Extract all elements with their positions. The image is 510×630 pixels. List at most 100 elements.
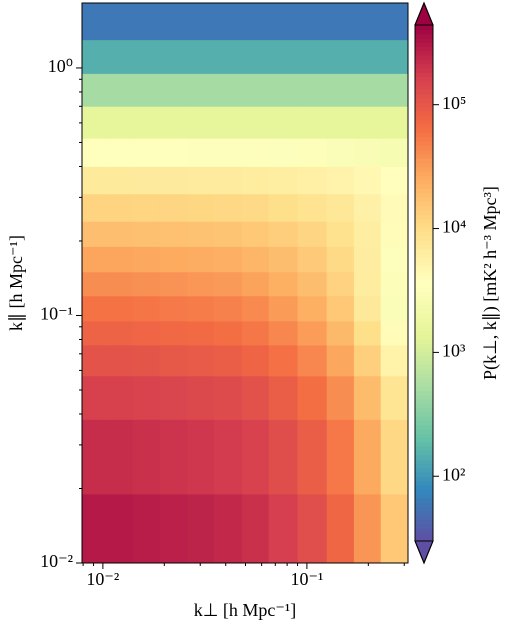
colorbar-segment <box>415 227 433 232</box>
colorbar-segment <box>415 209 433 215</box>
y-tick-label: 10⁻¹ <box>40 304 73 324</box>
heatmap-cell <box>353 193 382 222</box>
colorbar-segment <box>415 115 433 121</box>
colorbar-segment <box>415 46 433 52</box>
y-tick-label: 10⁻² <box>40 551 73 571</box>
colorbar-segment <box>415 506 433 512</box>
heatmap-cell <box>241 166 270 195</box>
heatmap-cell <box>132 246 161 273</box>
colorbar-segment <box>415 257 433 262</box>
heatmap-cell <box>187 3 215 41</box>
heatmap-cell <box>107 39 134 74</box>
heatmap-cell <box>353 221 382 247</box>
colorbar-segment <box>415 463 433 469</box>
heatmap-cell <box>268 295 298 322</box>
x-tick-label: 10⁻² <box>86 569 119 589</box>
heatmap-cell <box>107 221 134 247</box>
heatmap-cell <box>297 320 328 346</box>
colorbar-segment <box>415 33 433 39</box>
heatmap-cell <box>353 494 382 564</box>
heatmap-cell <box>326 494 355 564</box>
colorbar-segment <box>415 136 433 142</box>
heatmap-cell <box>268 419 298 495</box>
heatmap-cell <box>82 138 108 167</box>
heatmap-cell <box>213 39 243 74</box>
colorbar-segment <box>415 240 433 245</box>
colorbar-tick-label: 10³ <box>442 341 466 361</box>
heatmap-cell <box>241 73 270 107</box>
heatmap-cell <box>213 344 243 377</box>
heatmap-cell <box>82 246 108 273</box>
heatmap-cell <box>380 419 409 495</box>
heatmap-cell <box>268 106 298 139</box>
colorbar-segment <box>415 175 433 181</box>
heatmap-cell <box>380 246 409 273</box>
colorbar-segment <box>415 50 433 56</box>
heatmap-cell <box>82 3 108 41</box>
colorbar-segment <box>415 343 433 348</box>
heatmap-cell <box>132 271 161 297</box>
heatmap-cell <box>241 138 270 167</box>
heatmap-cell <box>297 375 328 420</box>
colorbar-segment <box>415 98 433 103</box>
colorbar-segment <box>415 201 433 207</box>
heatmap-cell <box>187 344 215 377</box>
colorbar-segment <box>415 25 433 30</box>
colorbar-segment <box>415 360 433 366</box>
heatmap-cell <box>353 106 382 139</box>
heatmap-cell <box>268 73 298 107</box>
colorbar-segment <box>415 308 433 314</box>
heatmap-cell <box>326 271 355 297</box>
colorbar-segment <box>415 42 433 47</box>
y-axis-label: k∥ [h Mpc⁻¹] <box>6 235 26 331</box>
colorbar-segment <box>415 111 433 116</box>
heatmap-cell <box>159 246 188 273</box>
heatmap-cell <box>380 166 409 195</box>
heatmap-cell <box>326 344 355 377</box>
colorbar-segment <box>415 523 433 529</box>
heatmap-cell <box>326 193 355 222</box>
heatmap-cell <box>159 419 188 495</box>
colorbar-segment <box>415 231 433 237</box>
heatmap-cell <box>268 138 298 167</box>
heatmap-cell <box>159 193 188 222</box>
heatmap-cell <box>107 138 134 167</box>
heatmap-cell <box>213 3 243 41</box>
colorbar-segment <box>415 235 433 241</box>
heatmap-cell <box>326 419 355 495</box>
colorbar-segment <box>415 295 433 301</box>
colorbar-segment <box>415 364 433 370</box>
heatmap-cell <box>213 138 243 167</box>
heatmap-cell <box>213 106 243 139</box>
colorbar-segment <box>415 338 433 344</box>
colorbar-segment <box>415 519 433 525</box>
heatmap-cell <box>159 73 188 107</box>
heatmap-cell <box>82 39 108 74</box>
colorbar-segment <box>415 536 433 542</box>
colorbar-segment <box>415 37 433 43</box>
heatmap-cell <box>187 320 215 346</box>
colorbar-segment <box>415 373 433 379</box>
heatmap-cell <box>187 295 215 322</box>
heatmap-cell <box>107 106 134 139</box>
heatmap-cell <box>107 193 134 222</box>
colorbar-segment <box>415 467 433 473</box>
heatmap-cell <box>380 344 409 377</box>
colorbar-segment <box>415 321 433 327</box>
heatmap-cell <box>187 39 215 74</box>
heatmap-cell <box>187 106 215 139</box>
colorbar-segment <box>415 412 433 417</box>
colorbar-segment <box>415 480 433 486</box>
colorbar-extend-min <box>414 540 434 565</box>
heatmap-cell <box>107 375 134 420</box>
colorbar-segment <box>415 313 433 318</box>
colorbar-segment <box>415 197 433 202</box>
heatmap-cell <box>297 193 328 222</box>
colorbar-segment <box>415 356 433 361</box>
heatmap-cell <box>326 138 355 167</box>
colorbar-segment <box>415 381 433 387</box>
heatmap-cell <box>241 193 270 222</box>
colorbar-segment <box>415 472 433 477</box>
heatmap-cell <box>132 375 161 420</box>
